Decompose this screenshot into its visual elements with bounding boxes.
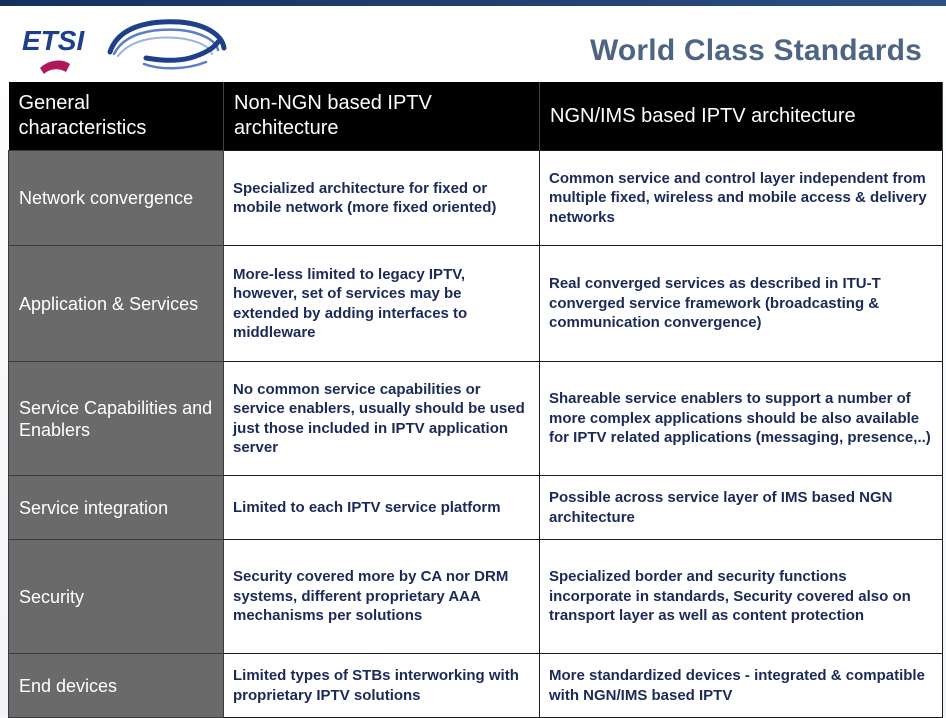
table-row: Service Capabilities and Enablers No com…	[8, 361, 943, 476]
column-header-non-ngn: Non-NGN based IPTV architecture	[223, 82, 540, 151]
table-row: Service integration Limited to each IPTV…	[8, 475, 943, 540]
non-ngn-cell: No common service capabilities or servic…	[223, 361, 540, 476]
non-ngn-cell: Specialized architecture for fixed or mo…	[223, 150, 540, 246]
table-row: End devices Limited types of STBs interw…	[8, 653, 943, 718]
top-rule	[0, 0, 946, 6]
logo-swoosh-icon	[107, 19, 227, 70]
row-label: Network convergence	[8, 150, 224, 246]
table-row: Security Security covered more by CA nor…	[8, 539, 943, 654]
non-ngn-cell: Limited types of STBs interworking with …	[223, 653, 540, 718]
non-ngn-cell: Limited to each IPTV service platform	[223, 475, 540, 540]
non-ngn-cell: More-less limited to legacy IPTV, howeve…	[223, 245, 540, 362]
row-label: End devices	[8, 653, 224, 718]
table-header-row: General characteristics Non-NGN based IP…	[8, 82, 943, 151]
non-ngn-cell: Security covered more by CA nor DRM syst…	[223, 539, 540, 654]
column-header-ngn-ims: NGN/IMS based IPTV architecture	[539, 82, 943, 151]
row-label: Application & Services	[8, 245, 224, 362]
svg-text:ETSI: ETSI	[22, 25, 85, 56]
table-row: Application & Services More-less limited…	[8, 245, 943, 362]
ngn-ims-cell: Possible across service layer of IMS bas…	[539, 475, 943, 540]
page-title: World Class Standards	[589, 34, 922, 67]
ngn-ims-cell: More standardized devices - integrated &…	[539, 653, 943, 718]
ngn-ims-cell: Common service and control layer indepen…	[539, 150, 943, 246]
ngn-ims-cell: Shareable service enablers to support a …	[539, 361, 943, 476]
table-row: Network convergence Specialized architec…	[8, 150, 943, 246]
column-header-characteristics: General characteristics	[8, 82, 224, 151]
comparison-table: General characteristics Non-NGN based IP…	[8, 82, 943, 718]
etsi-logo: ETSI	[22, 19, 227, 74]
row-label: Service integration	[8, 475, 224, 540]
row-label: Security	[8, 539, 224, 654]
ngn-ims-cell: Real converged services as described in …	[539, 245, 943, 362]
logo-accent-icon	[40, 60, 70, 74]
ngn-ims-cell: Specialized border and security function…	[539, 539, 943, 654]
row-label: Service Capabilities and Enablers	[8, 361, 224, 476]
